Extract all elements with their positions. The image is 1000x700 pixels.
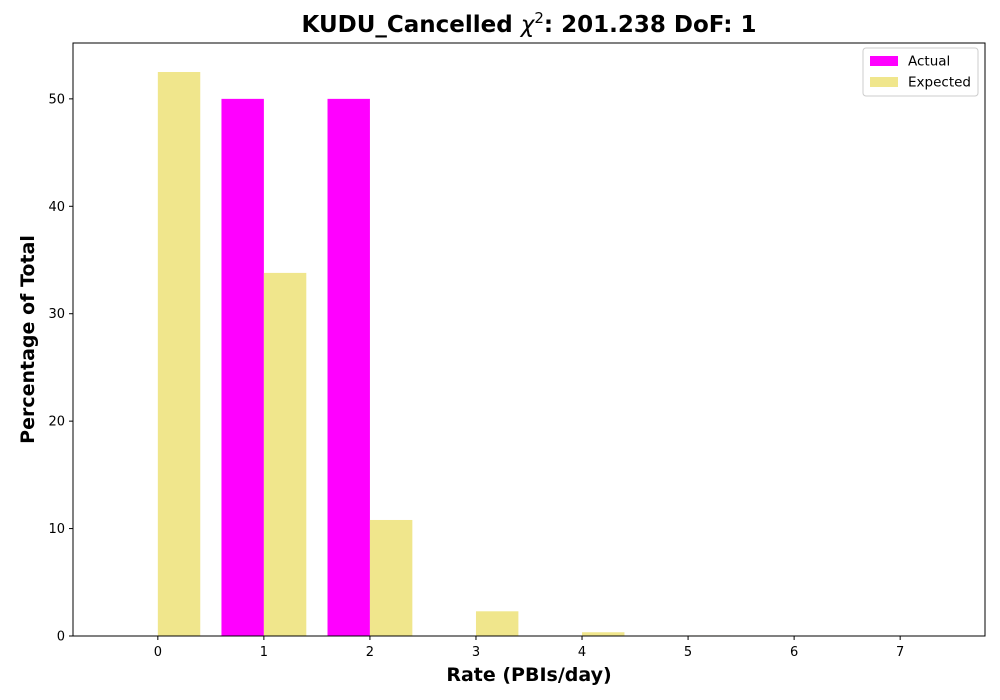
legend-swatch-expected [870, 77, 898, 87]
y-tick-label: 0 [57, 630, 65, 645]
y-axis-ticks: 0 10 20 30 40 50 [48, 92, 73, 645]
bar-expected-1 [263, 272, 307, 636]
bar-expected-3 [475, 611, 519, 636]
bar-actual-2 [327, 98, 370, 637]
y-axis-label: Percentage of Total [17, 235, 39, 444]
x-tick-label: 3 [472, 645, 480, 660]
x-axis-label: Rate (PBIs/day) [446, 664, 611, 686]
legend-label-actual: Actual [908, 54, 950, 70]
bar-expected-2 [369, 519, 413, 636]
legend-label-expected: Expected [908, 75, 971, 91]
y-tick-label: 50 [48, 92, 65, 107]
y-tick-label: 20 [48, 415, 65, 430]
x-axis-ticks: 0 1 2 3 4 5 6 7 [154, 636, 904, 660]
y-tick-label: 40 [48, 200, 65, 215]
x-tick-label: 2 [366, 645, 374, 660]
legend: Actual Expected [862, 47, 979, 97]
x-tick-label: 6 [790, 645, 798, 660]
x-tick-label: 0 [154, 645, 162, 660]
chart-title-suffix: : 201.238 DoF: 1 [544, 12, 757, 38]
bar-expected-0 [157, 72, 201, 636]
x-tick-label: 4 [578, 645, 586, 660]
x-tick-label: 7 [896, 645, 904, 660]
bar-expected-4 [582, 632, 625, 636]
bar-actual-1 [221, 98, 264, 637]
x-tick-label: 5 [684, 645, 692, 660]
chart-title-symbol: χ [519, 12, 536, 38]
y-tick-label: 10 [48, 522, 65, 537]
chart-title-superscript: 2 [534, 9, 544, 27]
plot-frame [72, 42, 986, 637]
chart-title: KUDU_Cancelled χ2: 201.238 DoF: 1 [302, 9, 757, 38]
x-tick-label: 1 [260, 645, 268, 660]
chart-title-prefix: KUDU_Cancelled [302, 12, 521, 38]
y-tick-label: 30 [48, 307, 65, 322]
bars-group [157, 72, 731, 637]
legend-swatch-actual [870, 56, 898, 66]
